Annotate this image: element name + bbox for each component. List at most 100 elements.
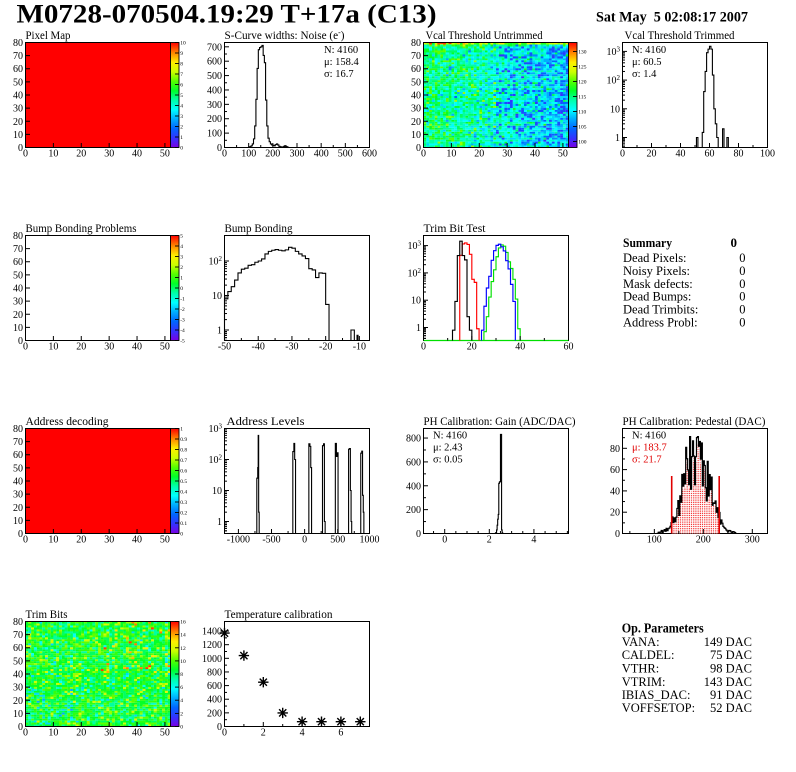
- svg-text:1000: 1000: [360, 535, 380, 546]
- svg-text:40: 40: [530, 149, 540, 160]
- svg-text:400: 400: [406, 481, 421, 492]
- svg-text:100: 100: [241, 149, 256, 160]
- svg-text:4: 4: [300, 728, 305, 739]
- svg-text:120: 120: [578, 80, 587, 86]
- svg-text:0: 0: [18, 722, 23, 733]
- svg-text:80: 80: [13, 38, 23, 49]
- svg-text:0: 0: [739, 290, 745, 304]
- svg-text:2: 2: [180, 125, 183, 131]
- svg-text:52 DAC: 52 DAC: [710, 701, 752, 715]
- svg-text:20: 20: [474, 149, 484, 160]
- svg-text:20: 20: [13, 117, 23, 128]
- svg-text:3: 3: [180, 255, 183, 261]
- svg-text:0: 0: [421, 149, 426, 160]
- svg-text:Temperature calibration: Temperature calibration: [225, 609, 333, 621]
- svg-text:20: 20: [610, 508, 620, 519]
- svg-text:30: 30: [104, 728, 114, 739]
- svg-text:80: 80: [13, 424, 23, 435]
- svg-text:20: 20: [411, 117, 421, 128]
- svg-text:σ: 0.05: σ: 0.05: [433, 455, 463, 466]
- svg-text:70: 70: [13, 437, 23, 448]
- svg-text:0.8: 0.8: [180, 448, 187, 454]
- svg-text:80: 80: [610, 444, 620, 455]
- svg-text:0.9: 0.9: [180, 437, 187, 443]
- svg-text:1: 1: [615, 133, 620, 144]
- svg-text:6: 6: [180, 83, 183, 89]
- svg-text:0: 0: [739, 264, 745, 278]
- svg-text:110: 110: [578, 110, 586, 116]
- svg-text:-1: -1: [180, 297, 185, 303]
- svg-text:200: 200: [207, 708, 222, 719]
- svg-text:0: 0: [421, 342, 426, 353]
- svg-text:91 DAC: 91 DAC: [710, 688, 752, 702]
- svg-text:149 DAC: 149 DAC: [704, 635, 752, 649]
- svg-text:0: 0: [23, 535, 28, 546]
- svg-text:μ: 183.7: μ: 183.7: [632, 443, 667, 454]
- svg-text:70: 70: [13, 244, 23, 255]
- svg-text:Summary: Summary: [623, 235, 672, 250]
- svg-text:40: 40: [676, 149, 686, 160]
- svg-text:10: 10: [610, 104, 620, 115]
- svg-text:115: 115: [578, 95, 586, 101]
- svg-text:S-Curve widths: Noise (e-): S-Curve widths: Noise (e-): [225, 28, 345, 42]
- svg-text:80: 80: [13, 231, 23, 242]
- svg-text:300: 300: [207, 100, 222, 111]
- svg-text:1: 1: [217, 326, 222, 337]
- svg-text:20: 20: [76, 149, 86, 160]
- svg-text:100: 100: [760, 149, 775, 160]
- svg-text:0: 0: [615, 529, 620, 540]
- svg-text:Trim Bits: Trim Bits: [26, 609, 68, 621]
- svg-text:0: 0: [180, 146, 183, 152]
- svg-text:μ: 158.4: μ: 158.4: [324, 57, 360, 68]
- svg-text:20: 20: [13, 696, 23, 707]
- svg-text:98 DAC: 98 DAC: [710, 662, 752, 676]
- svg-text:Pixel Map: Pixel Map: [26, 30, 71, 42]
- svg-text:40: 40: [132, 728, 142, 739]
- svg-text:500: 500: [207, 71, 222, 82]
- svg-text:VTRIM:: VTRIM:: [622, 675, 666, 689]
- svg-text:0: 0: [217, 722, 222, 733]
- svg-text:600: 600: [207, 57, 222, 68]
- svg-text:N: 4160: N: 4160: [433, 431, 467, 442]
- svg-text:10: 10: [48, 728, 58, 739]
- svg-text:60: 60: [411, 64, 421, 75]
- svg-text:4: 4: [180, 698, 183, 704]
- svg-text:4: 4: [180, 104, 183, 110]
- svg-text:0: 0: [416, 143, 421, 154]
- svg-text:σ: 1.4: σ: 1.4: [632, 69, 657, 80]
- svg-text:8: 8: [180, 62, 183, 68]
- svg-text:10: 10: [180, 41, 186, 47]
- svg-text:0: 0: [442, 535, 447, 546]
- svg-text:10: 10: [411, 130, 421, 141]
- svg-text:50: 50: [13, 77, 23, 88]
- svg-text:0: 0: [739, 277, 745, 291]
- svg-text:60: 60: [13, 643, 23, 654]
- svg-text:30: 30: [104, 149, 114, 160]
- svg-text:Address Probl:: Address Probl:: [623, 316, 698, 330]
- svg-text:700: 700: [207, 42, 222, 53]
- svg-text:600: 600: [207, 681, 222, 692]
- svg-text:800: 800: [406, 434, 421, 445]
- svg-text:600: 600: [362, 149, 377, 160]
- svg-text:40: 40: [411, 91, 421, 102]
- svg-text:20: 20: [13, 503, 23, 514]
- svg-text:Bump Bonding: Bump Bonding: [225, 223, 293, 235]
- svg-text:10: 10: [13, 130, 23, 141]
- svg-text:Dead Bumps:: Dead Bumps:: [623, 290, 691, 304]
- svg-text:μ: 2.43: μ: 2.43: [433, 443, 463, 454]
- svg-text:-10: -10: [353, 342, 366, 353]
- svg-text:60: 60: [13, 450, 23, 461]
- svg-text:N: 4160: N: 4160: [632, 45, 666, 56]
- svg-text:75 DAC: 75 DAC: [710, 648, 752, 662]
- svg-text:0: 0: [23, 149, 28, 160]
- svg-text:N: 4160: N: 4160: [632, 431, 666, 442]
- svg-text:10: 10: [48, 342, 58, 353]
- svg-text:0: 0: [302, 535, 307, 546]
- svg-text:5: 5: [180, 234, 183, 240]
- svg-text:7: 7: [180, 72, 183, 78]
- svg-text:VTHR:: VTHR:: [622, 662, 660, 676]
- svg-text:0: 0: [23, 342, 28, 353]
- svg-text:0.2: 0.2: [180, 511, 187, 517]
- svg-text:50: 50: [13, 656, 23, 667]
- svg-text:2: 2: [261, 728, 266, 739]
